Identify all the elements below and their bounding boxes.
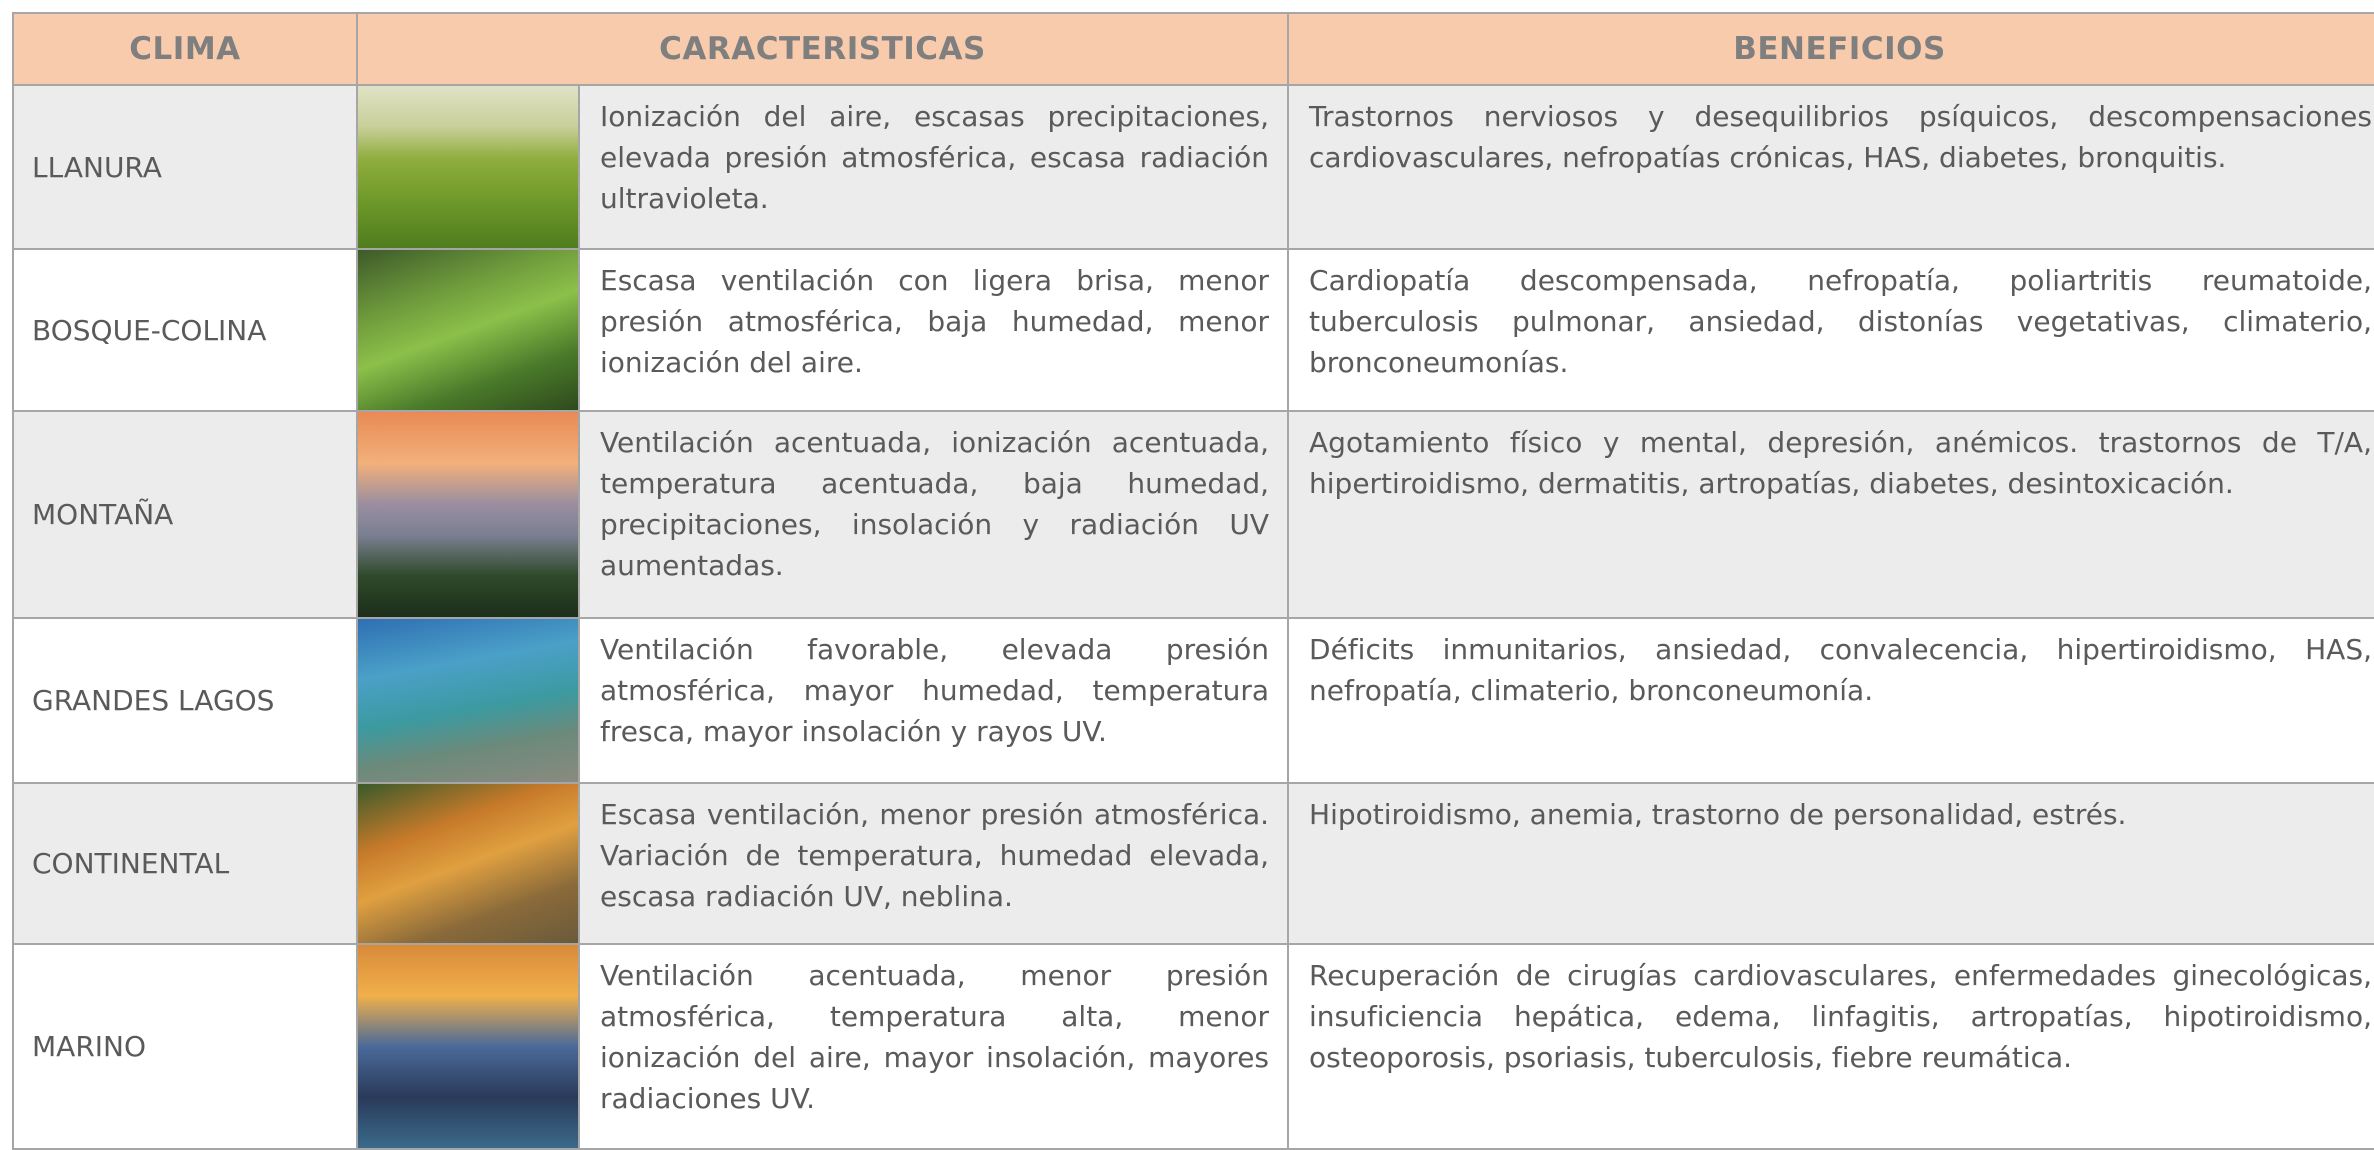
landscape-photo xyxy=(358,945,578,1148)
landscape-photo xyxy=(358,619,578,782)
photo-cell xyxy=(356,410,580,619)
benefits: Agotamiento físico y mental, depresión, … xyxy=(1287,410,2374,619)
header-cell: CARACTERISTICAS xyxy=(355,12,1290,86)
header-row: CLIMA CARACTERISTICAS BENEFICIOS xyxy=(12,12,2374,86)
climate-name: LLANURA xyxy=(12,84,358,250)
characteristics: Ventilación acentuada, menor presión atm… xyxy=(577,943,1290,1150)
header-cell: CLIMA xyxy=(12,12,358,86)
characteristics: Escasa ventilación, menor presión atmosf… xyxy=(577,782,1290,945)
benefits: Recuperación de cirugías cardiovasculare… xyxy=(1287,943,2374,1150)
photo-cell xyxy=(356,782,580,945)
photo-cell xyxy=(356,943,580,1150)
characteristics: Ionización del aire, escasas precipitaci… xyxy=(577,84,1290,250)
landscape-photo xyxy=(358,784,578,943)
table-row: BOSQUE-COLINA Escasa ventilación con lige… xyxy=(12,248,2374,412)
landscape-photo xyxy=(358,412,578,617)
photo-cell xyxy=(356,617,580,784)
climate-table: CLIMA CARACTERISTICAS BENEFICIOS LLANURA… xyxy=(12,12,2374,1150)
characteristics: Ventilación acentuada, ionización acentu… xyxy=(577,410,1290,619)
table-row: CONTINENTAL Escasa ventilación, menor pre… xyxy=(12,782,2374,945)
climate-name: MONTAÑA xyxy=(12,410,358,619)
header-cell: BENEFICIOS xyxy=(1287,12,2374,86)
climate-name: CONTINENTAL xyxy=(12,782,358,945)
photo-cell xyxy=(356,84,580,250)
benefits: Hipotiroidismo, anemia, trastorno de per… xyxy=(1287,782,2374,945)
table-row: LLANURA Ionización del aire, escasas prec… xyxy=(12,84,2374,250)
characteristics: Ventilación favorable, elevada presión a… xyxy=(577,617,1290,784)
benefits: Cardiopatía descompensada, nefropatía, p… xyxy=(1287,248,2374,412)
table-row: MARINO Ventilación acentuada, menor presi… xyxy=(12,943,2374,1150)
photo-cell xyxy=(356,248,580,412)
benefits: Déficits inmunitarios, ansiedad, convale… xyxy=(1287,617,2374,784)
climate-name: GRANDES LAGOS xyxy=(12,617,358,784)
table-row: MONTAÑA Ventilación acentuada, ionización… xyxy=(12,410,2374,619)
climate-name: BOSQUE-COLINA xyxy=(12,248,358,412)
table-row: GRANDES LAGOS Ventilación favorable, elev… xyxy=(12,617,2374,784)
benefits: Trastornos nerviosos y desequilibrios ps… xyxy=(1287,84,2374,250)
landscape-photo xyxy=(358,86,578,248)
characteristics: Escasa ventilación con ligera brisa, men… xyxy=(577,248,1290,412)
climate-name: MARINO xyxy=(12,943,358,1150)
landscape-photo xyxy=(358,250,578,410)
